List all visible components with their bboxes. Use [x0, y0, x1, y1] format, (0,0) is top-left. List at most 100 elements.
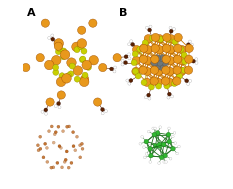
- Circle shape: [124, 55, 128, 59]
- Circle shape: [148, 97, 151, 100]
- Circle shape: [155, 35, 164, 43]
- Circle shape: [176, 152, 178, 155]
- Circle shape: [171, 135, 174, 138]
- Circle shape: [133, 46, 141, 54]
- Circle shape: [144, 56, 152, 65]
- Circle shape: [22, 64, 30, 72]
- Circle shape: [156, 59, 163, 66]
- Circle shape: [81, 48, 87, 54]
- Circle shape: [167, 46, 175, 54]
- Circle shape: [158, 36, 164, 42]
- Circle shape: [185, 79, 188, 83]
- Circle shape: [173, 66, 181, 74]
- Circle shape: [159, 126, 162, 129]
- Circle shape: [67, 58, 76, 67]
- Circle shape: [144, 139, 149, 144]
- Circle shape: [57, 46, 63, 52]
- Circle shape: [78, 44, 84, 50]
- Circle shape: [167, 35, 175, 43]
- Circle shape: [39, 135, 42, 138]
- Circle shape: [44, 108, 48, 112]
- Circle shape: [192, 59, 195, 63]
- Circle shape: [121, 59, 124, 62]
- Circle shape: [162, 66, 170, 74]
- Circle shape: [163, 161, 166, 163]
- Circle shape: [131, 60, 137, 66]
- Circle shape: [168, 127, 170, 130]
- Circle shape: [128, 82, 131, 85]
- Circle shape: [54, 42, 62, 50]
- Circle shape: [67, 166, 70, 169]
- Circle shape: [174, 142, 177, 144]
- Circle shape: [50, 166, 53, 169]
- Circle shape: [177, 67, 185, 76]
- Circle shape: [148, 146, 152, 151]
- Circle shape: [154, 127, 156, 130]
- Circle shape: [188, 40, 192, 43]
- Circle shape: [129, 79, 133, 82]
- Circle shape: [56, 161, 59, 164]
- Circle shape: [149, 161, 152, 163]
- Circle shape: [168, 92, 171, 96]
- Circle shape: [73, 66, 83, 75]
- Circle shape: [167, 139, 171, 144]
- Circle shape: [143, 78, 151, 86]
- Circle shape: [77, 39, 87, 48]
- Circle shape: [172, 28, 175, 31]
- Circle shape: [132, 51, 138, 57]
- Circle shape: [156, 83, 161, 89]
- Circle shape: [48, 130, 51, 133]
- Circle shape: [151, 59, 158, 66]
- Circle shape: [41, 110, 44, 113]
- Circle shape: [140, 44, 148, 53]
- Circle shape: [141, 136, 144, 138]
- Circle shape: [135, 73, 141, 79]
- Circle shape: [130, 40, 133, 43]
- Circle shape: [132, 56, 140, 65]
- Circle shape: [178, 46, 186, 54]
- Circle shape: [37, 149, 40, 152]
- Circle shape: [50, 125, 53, 128]
- Circle shape: [161, 59, 168, 66]
- Circle shape: [80, 142, 83, 145]
- Circle shape: [150, 66, 159, 74]
- Circle shape: [161, 77, 170, 85]
- Circle shape: [162, 55, 170, 63]
- Circle shape: [144, 35, 152, 43]
- Circle shape: [54, 105, 57, 108]
- Circle shape: [147, 130, 150, 133]
- Circle shape: [70, 161, 73, 164]
- Circle shape: [128, 57, 131, 60]
- Circle shape: [82, 60, 91, 70]
- Circle shape: [195, 58, 198, 61]
- Circle shape: [46, 160, 49, 163]
- Circle shape: [72, 42, 81, 52]
- Circle shape: [66, 125, 69, 128]
- Circle shape: [150, 77, 158, 85]
- Circle shape: [174, 44, 182, 53]
- Circle shape: [171, 95, 174, 98]
- Circle shape: [153, 144, 158, 148]
- Circle shape: [149, 35, 155, 41]
- Circle shape: [41, 19, 49, 27]
- Circle shape: [148, 84, 154, 90]
- Circle shape: [36, 144, 39, 147]
- Circle shape: [45, 60, 54, 70]
- Circle shape: [72, 145, 75, 148]
- Circle shape: [166, 132, 171, 137]
- Circle shape: [110, 67, 113, 71]
- Text: B: B: [119, 8, 128, 18]
- Circle shape: [165, 161, 168, 163]
- Circle shape: [64, 158, 67, 161]
- Circle shape: [68, 125, 71, 128]
- Circle shape: [51, 37, 55, 41]
- Circle shape: [165, 36, 171, 42]
- Circle shape: [164, 83, 170, 89]
- Circle shape: [159, 64, 166, 70]
- Circle shape: [151, 33, 160, 42]
- Circle shape: [154, 67, 163, 76]
- Circle shape: [150, 149, 152, 152]
- Circle shape: [167, 139, 170, 141]
- Circle shape: [157, 142, 163, 148]
- Circle shape: [147, 93, 151, 97]
